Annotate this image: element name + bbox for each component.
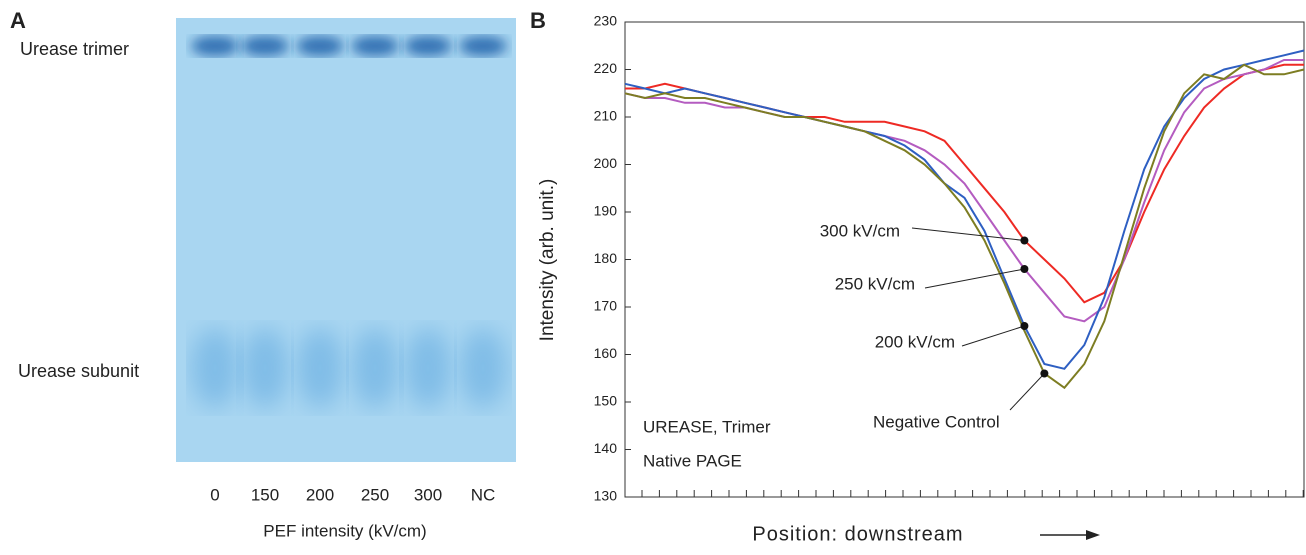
y-tick-label: 230	[594, 13, 618, 29]
series-line	[624, 49, 1305, 370]
subunit-band	[191, 328, 239, 408]
lane-label: 200	[306, 485, 334, 504]
lane-label: NC	[471, 485, 496, 504]
y-tick-label: 140	[594, 440, 618, 456]
series-label: 300 kV/cm	[820, 221, 900, 240]
subunit-band	[296, 328, 344, 408]
y-tick-label: 200	[594, 155, 618, 171]
annotation: UREASE, Trimer	[643, 417, 771, 436]
lane-label: 250	[361, 485, 389, 504]
gel-bands	[191, 36, 507, 408]
subunit-band	[404, 328, 452, 408]
annotation-dot	[1020, 236, 1029, 245]
annotation-dot	[1020, 265, 1029, 273]
leader-line	[911, 227, 1025, 241]
lane-label: 150	[251, 485, 279, 504]
subunit-band	[459, 328, 507, 408]
y-axis-label: Intensity (arb. unit.)	[537, 179, 558, 342]
x-axis-label: PEF intensity (kV/cm)	[263, 521, 426, 540]
trimer-band	[404, 36, 452, 56]
series-line	[624, 59, 1304, 323]
leader-line	[1009, 373, 1045, 411]
y-tick-label: 210	[594, 108, 618, 124]
series-label: 200 kV/cm	[875, 332, 955, 351]
y-tick-label: 180	[594, 250, 618, 266]
annotation: Native PAGE	[643, 451, 742, 470]
subunit-band	[241, 328, 289, 408]
trimer-band	[351, 36, 399, 56]
band-label: Urease subunit	[18, 361, 139, 381]
y-tick-label: 150	[594, 393, 618, 409]
trimer-band	[296, 36, 344, 56]
y-tick-label: 160	[594, 345, 618, 361]
y-tick-label: 220	[594, 60, 618, 76]
x-axis-label: Position: downstream	[752, 523, 963, 545]
trimer-band	[241, 36, 289, 56]
annotation-dot	[1020, 322, 1029, 330]
trimer-band	[459, 36, 507, 56]
series-label: Negative Control	[873, 412, 1000, 431]
leader-line	[924, 268, 1025, 289]
subunit-band	[351, 328, 399, 408]
trimer-band	[191, 36, 239, 56]
arrow-head	[1086, 530, 1100, 540]
panel-label: B	[530, 8, 546, 33]
leader-line	[961, 325, 1025, 347]
y-tick-label: 170	[594, 298, 618, 314]
lane-label: 0	[210, 485, 219, 504]
annotation-dot	[1040, 369, 1049, 378]
y-tick-label: 130	[594, 488, 618, 504]
band-label: Urease trimer	[20, 39, 129, 59]
y-tick-label: 190	[594, 203, 618, 219]
series-label: 250 kV/cm	[835, 274, 915, 293]
panel-label: A	[10, 8, 26, 33]
series-line	[624, 63, 1305, 390]
lane-label: 300	[414, 485, 442, 504]
